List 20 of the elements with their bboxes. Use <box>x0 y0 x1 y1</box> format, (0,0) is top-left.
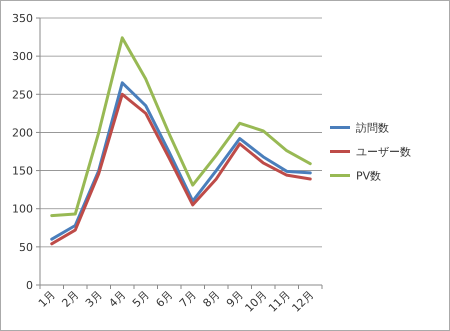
y-tick-label: 350 <box>12 12 33 25</box>
x-tick-label: 2月 <box>59 288 82 310</box>
y-tick-label: 250 <box>12 88 33 102</box>
x-tick-label: 6月 <box>153 288 176 310</box>
y-tick-label: 100 <box>12 202 33 216</box>
x-tick-label: 4月 <box>106 288 128 310</box>
y-tick-label: 0 <box>26 279 33 292</box>
y-tick-label: 200 <box>12 126 33 140</box>
legend-label: ユーザー数 <box>356 146 411 158</box>
line-series <box>50 36 312 218</box>
y-tick-label: 50 <box>19 240 33 254</box>
x-tick-label: 8月 <box>200 288 222 310</box>
y-tick-label: 150 <box>12 164 33 178</box>
x-tick-label: 3月 <box>82 288 105 310</box>
x-tick-label: 1月 <box>36 288 58 310</box>
x-tick-label: 5月 <box>130 288 152 310</box>
legend-label: 訪問数 <box>356 122 389 134</box>
y-tick-label: 300 <box>12 50 33 64</box>
legend-label: PV数 <box>356 170 382 182</box>
x-tick-label: 7月 <box>176 288 199 310</box>
